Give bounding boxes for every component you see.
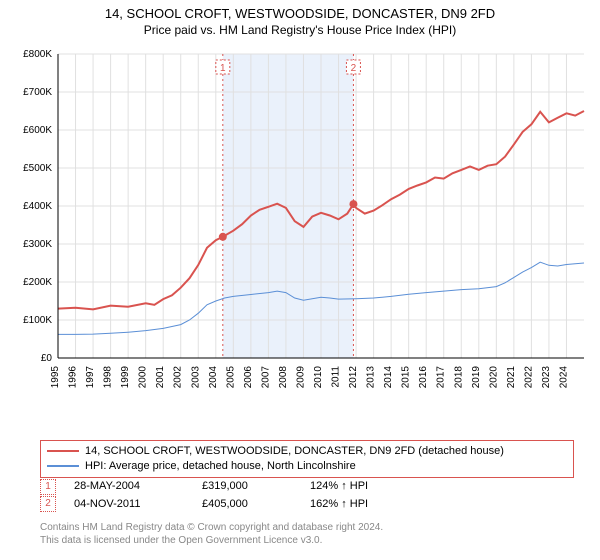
svg-text:2004: 2004 — [208, 366, 219, 389]
table-row: 1 28-MAY-2004 £319,000 124% ↑ HPI — [40, 478, 368, 496]
svg-text:2010: 2010 — [313, 366, 324, 389]
svg-text:2: 2 — [351, 63, 357, 74]
svg-text:£600K: £600K — [23, 125, 52, 136]
sale-vs-hpi: 162% ↑ HPI — [310, 496, 368, 514]
svg-text:2002: 2002 — [173, 366, 184, 389]
svg-text:2018: 2018 — [453, 366, 464, 389]
sale-vs-hpi: 124% ↑ HPI — [310, 478, 368, 496]
svg-text:2011: 2011 — [331, 366, 342, 388]
svg-text:£400K: £400K — [23, 201, 52, 212]
svg-text:2015: 2015 — [401, 366, 412, 389]
svg-text:£0: £0 — [41, 353, 53, 364]
svg-text:2000: 2000 — [138, 366, 149, 389]
svg-text:2003: 2003 — [190, 366, 201, 389]
sale-price: £405,000 — [202, 496, 292, 514]
footnote-line: Contains HM Land Registry data © Crown c… — [40, 522, 383, 535]
sale-marker-icon: 1 — [40, 479, 56, 495]
svg-text:2021: 2021 — [506, 366, 517, 389]
svg-text:£200K: £200K — [23, 277, 52, 288]
chart-title: 14, SCHOOL CROFT, WESTWOODSIDE, DONCASTE… — [0, 6, 600, 23]
svg-text:1997: 1997 — [85, 366, 96, 389]
svg-text:2019: 2019 — [471, 366, 482, 389]
license-footnote: Contains HM Land Registry data © Crown c… — [40, 522, 383, 547]
chart-legend: 14, SCHOOL CROFT, WESTWOODSIDE, DONCASTE… — [40, 440, 574, 478]
legend-item: HPI: Average price, detached house, Nort… — [47, 459, 567, 474]
svg-text:2012: 2012 — [348, 366, 359, 389]
sale-marker-icon: 2 — [40, 496, 56, 512]
legend-swatch — [47, 465, 79, 467]
price-chart: £0 £100K £200K £300K £400K £500K £600K £700K £80… — [10, 46, 590, 406]
sale-date: 28-MAY-2004 — [74, 478, 184, 496]
svg-text:£700K: £700K — [23, 87, 52, 98]
legend-item: 14, SCHOOL CROFT, WESTWOODSIDE, DONCASTE… — [47, 444, 567, 459]
svg-text:2024: 2024 — [558, 366, 569, 389]
svg-text:2005: 2005 — [225, 366, 236, 389]
legend-label: HPI: Average price, detached house, Nort… — [85, 459, 356, 474]
footnote-line: This data is licensed under the Open Gov… — [40, 535, 383, 548]
sale-date: 04-NOV-2011 — [74, 496, 184, 514]
svg-text:2016: 2016 — [418, 366, 429, 389]
svg-text:2014: 2014 — [383, 366, 394, 389]
svg-text:1998: 1998 — [103, 366, 114, 389]
chart-header: 14, SCHOOL CROFT, WESTWOODSIDE, DONCASTE… — [0, 0, 600, 38]
legend-label: 14, SCHOOL CROFT, WESTWOODSIDE, DONCASTE… — [85, 444, 504, 459]
svg-text:2017: 2017 — [436, 366, 447, 389]
svg-text:2006: 2006 — [243, 366, 254, 389]
chart-subtitle: Price paid vs. HM Land Registry's House … — [0, 23, 600, 39]
svg-text:£500K: £500K — [23, 163, 52, 174]
svg-text:2001: 2001 — [155, 366, 166, 389]
svg-text:2023: 2023 — [541, 366, 552, 389]
table-row: 2 04-NOV-2011 £405,000 162% ↑ HPI — [40, 496, 368, 514]
sales-table: 1 28-MAY-2004 £319,000 124% ↑ HPI 2 04-N… — [40, 478, 368, 513]
sale-price: £319,000 — [202, 478, 292, 496]
svg-text:£100K: £100K — [23, 315, 52, 326]
svg-text:2007: 2007 — [260, 366, 271, 389]
svg-text:£800K: £800K — [23, 49, 52, 60]
svg-text:1995: 1995 — [50, 366, 61, 389]
svg-text:1996: 1996 — [68, 366, 79, 389]
svg-text:£300K: £300K — [23, 239, 52, 250]
svg-text:2020: 2020 — [488, 366, 499, 389]
svg-text:2013: 2013 — [366, 366, 377, 389]
legend-swatch — [47, 450, 79, 452]
svg-text:2022: 2022 — [523, 366, 534, 389]
svg-text:1999: 1999 — [120, 366, 131, 389]
svg-text:1: 1 — [220, 63, 226, 74]
svg-text:2008: 2008 — [278, 366, 289, 389]
svg-text:2009: 2009 — [295, 366, 306, 389]
